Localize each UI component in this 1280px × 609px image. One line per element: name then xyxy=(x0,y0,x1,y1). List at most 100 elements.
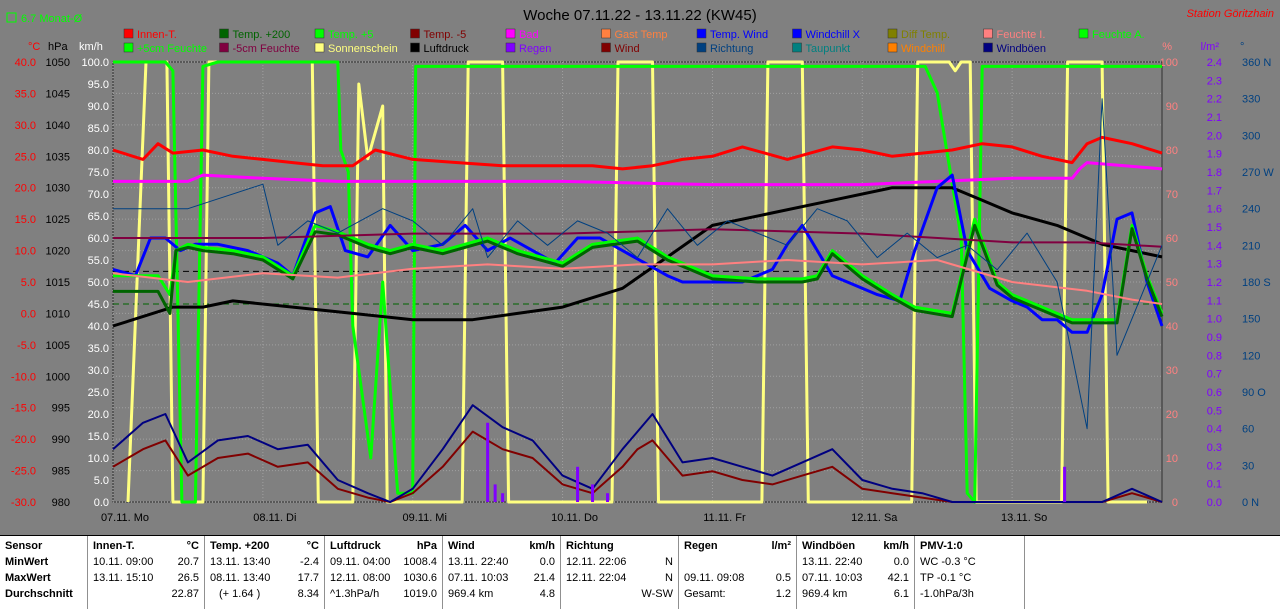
tick-pct: 10 xyxy=(1166,453,1178,465)
stats-row-label: Sensor xyxy=(5,540,43,552)
tick-kmh: 95.0 xyxy=(88,79,109,91)
tick-c: 35.0 xyxy=(15,88,36,100)
tick-lm2: 1.9 xyxy=(1207,149,1222,161)
legend-label: Sonnenschein xyxy=(328,43,398,55)
tick-kmh: 35.0 xyxy=(88,343,109,355)
legend-label: Luftdruck xyxy=(424,43,470,55)
stats-avg-value: 1019.0 xyxy=(403,588,437,600)
legend-swatch xyxy=(887,28,898,39)
x-tick: 08.11. Di xyxy=(253,512,296,524)
stats-row: Wind km/h xyxy=(443,539,560,554)
tick-lm2: 2.0 xyxy=(1207,130,1222,142)
stats-max-time: TP -0.1 °C xyxy=(920,572,972,584)
tick-hpa: 1050 xyxy=(46,57,70,69)
tick-pct: 70 xyxy=(1166,189,1178,201)
tick-pct: 20 xyxy=(1166,409,1178,421)
legend-swatch xyxy=(601,42,611,53)
tick-lm2: 0.8 xyxy=(1207,350,1222,362)
stats-row: MaxWert xyxy=(0,571,87,586)
stats-min-time: 10.11. 09:00 xyxy=(93,556,154,568)
weather-chart: Woche 07.11.22 - 13.11.22 (KW45) Station … xyxy=(6,7,1275,524)
legend-label: Windchill xyxy=(901,43,945,55)
legend-swatch xyxy=(983,42,993,53)
stats-max-value: 42.1 xyxy=(887,572,909,584)
stats-row: Innen-T. °C xyxy=(88,539,204,554)
stats-column: Innen-T. °C 10.11. 09:00 20.7 13.11. 15:10 26… xyxy=(88,536,205,609)
stats-column: Windböen km/h 13.11. 22:40 0.0 07.11. 10:03 4… xyxy=(797,536,915,609)
tick-lm2: 1.0 xyxy=(1207,314,1222,326)
tick-kmh: 45.0 xyxy=(88,299,109,311)
stats-column-head: Wind xyxy=(448,540,475,552)
tick-pct: 40 xyxy=(1166,321,1178,333)
stats-row: WC -0.3 °C xyxy=(915,555,1024,570)
tick-c: -20.0 xyxy=(11,434,36,446)
tick-c: -25.0 xyxy=(11,466,36,478)
tick-pct: 100 xyxy=(1160,57,1178,69)
tick-hpa: 1040 xyxy=(46,120,70,132)
tick-lm2: 0.5 xyxy=(1207,405,1222,417)
legend-label: Temp. +200 xyxy=(233,29,291,41)
legend-label: Bad xyxy=(519,29,539,41)
stats-row: 09.11. 04:00 1008.4 xyxy=(325,555,442,570)
stats-row xyxy=(679,555,796,570)
series-line-innen-t xyxy=(112,135,1163,171)
stats-row: Richtung xyxy=(561,539,678,554)
tick-hpa: 1045 xyxy=(46,88,70,100)
stats-row: Regen l/m² xyxy=(679,539,796,554)
tick-lm2: 0.1 xyxy=(1207,479,1222,491)
tick-lm2: 1.8 xyxy=(1207,167,1222,179)
stats-min-value: -2.4 xyxy=(300,556,319,568)
stats-table: Sensor MinWert MaxWert Durchschnitt Innen-T.… xyxy=(0,535,1280,609)
legend-swatch xyxy=(123,28,134,39)
legend-swatch xyxy=(314,28,325,39)
legend-swatch xyxy=(696,28,707,39)
tick-kmh: 60.0 xyxy=(88,233,109,245)
stats-column: Richtung 12.11. 22:06 N 12.11. 22:04 N W-SW xyxy=(561,536,679,609)
tick-deg: 210 xyxy=(1242,240,1260,252)
tick-lm2: 1.6 xyxy=(1207,204,1222,216)
stats-column-unit: km/h xyxy=(883,540,909,552)
stats-row: 12.11. 08:00 1030.6 xyxy=(325,571,442,586)
stats-max-time: 09.11. 09:08 xyxy=(684,572,745,584)
legend-label: Richtung xyxy=(710,43,753,55)
stats-row: 12.11. 22:04 N xyxy=(561,571,678,586)
legend-label: Regen xyxy=(519,43,551,55)
axis-unit-hpa: hPa xyxy=(48,41,68,53)
station-name: Station Göritzhain xyxy=(1187,8,1274,20)
tick-lm2: 1.7 xyxy=(1207,185,1222,197)
x-tick: 07.11. Mo xyxy=(101,512,149,524)
legend-label: +5cm Feuchte xyxy=(137,43,207,55)
tick-kmh: 80.0 xyxy=(88,145,109,157)
tick-deg: 360 N xyxy=(1242,57,1271,69)
tick-pct: 50 xyxy=(1166,277,1178,289)
axis-unit-lm2: l/m² xyxy=(1201,41,1220,53)
stats-row: MinWert xyxy=(0,555,87,570)
stats-avg-note: 969.4 km xyxy=(448,588,494,600)
stats-row: Sensor xyxy=(0,539,87,554)
stats-row: 13.11. 15:10 26.5 xyxy=(88,571,204,586)
tick-deg: 330 xyxy=(1242,94,1260,106)
series-line-richtung xyxy=(113,98,1163,430)
stats-row: -1.0hPa/3h xyxy=(915,587,1024,602)
legend-label: Gast Temp xyxy=(615,29,668,41)
tick-kmh: 40.0 xyxy=(88,321,109,333)
stats-column-head: Regen xyxy=(684,540,718,552)
tick-kmh: 50.0 xyxy=(88,277,109,289)
legend-label: Wind xyxy=(615,43,640,55)
series-line-temp-200 xyxy=(113,223,1164,325)
tick-lm2: 1.3 xyxy=(1207,259,1222,271)
stats-row: 13.11. 22:40 0.0 xyxy=(443,555,560,570)
stats-row: 08.11. 13:40 17.7 xyxy=(205,571,324,586)
tick-hpa: 1000 xyxy=(46,371,70,383)
tick-c: 15.0 xyxy=(15,214,36,226)
stats-min-value: 0.0 xyxy=(539,556,555,568)
tick-lm2: 1.4 xyxy=(1207,240,1222,252)
tick-deg: 90 O xyxy=(1242,387,1266,399)
series-line-windb-en xyxy=(112,404,1163,503)
tick-lm2: 0.7 xyxy=(1207,369,1222,381)
stats-avg-value: W-SW xyxy=(641,588,673,600)
tick-lm2: 1.1 xyxy=(1207,295,1222,307)
legend-swatch xyxy=(601,28,611,39)
tick-hpa: 1005 xyxy=(46,340,70,352)
stats-column-unit: l/m² xyxy=(771,540,791,552)
